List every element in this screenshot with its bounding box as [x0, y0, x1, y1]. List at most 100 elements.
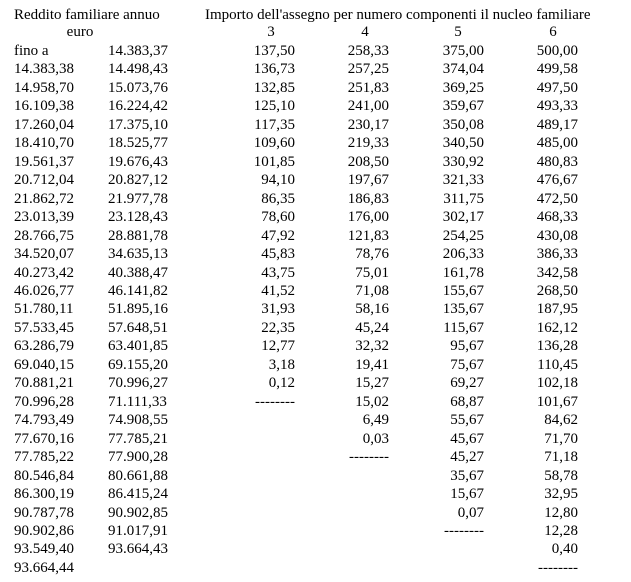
income-from: 19.561,37 [14, 153, 74, 170]
amount-cell: 374,04 [442, 61, 484, 78]
income-to: 21.977,78 [108, 190, 168, 207]
income-from: 77.670,16 [14, 430, 74, 447]
income-to: 77.900,28 [108, 449, 168, 466]
amount-cell: 137,50 [253, 43, 295, 59]
amount-cell: 302,17 [442, 209, 484, 226]
income-from: 28.766,75 [14, 227, 74, 244]
amount-cell: 71,18 [544, 449, 578, 466]
amount-cell: 472,50 [536, 190, 578, 207]
amount-cell: 155,67 [442, 282, 484, 299]
amount-cell: -------- [349, 449, 389, 466]
amount-cell: 75,67 [450, 356, 484, 373]
income-unit: euro [66, 24, 94, 40]
amount-cell: -------- [255, 393, 295, 410]
income-to: 63.401,85 [108, 338, 168, 355]
amount-cell: 47,92 [261, 227, 295, 244]
income-to: 46.141,82 [108, 282, 168, 299]
amount-cell: 0,12 [268, 375, 295, 392]
amount-cell: 109,60 [253, 135, 295, 152]
amount-cell: 12,77 [261, 338, 295, 355]
amount-cell: 330,92 [442, 153, 484, 170]
income-to: 34.635,13 [108, 246, 168, 263]
amount-cell: 206,33 [442, 246, 484, 263]
income-to: 18.525,77 [108, 135, 168, 152]
amount-cell: 22,35 [261, 319, 295, 336]
amount-cell: 32,95 [544, 486, 578, 503]
amount-cell: 86,35 [261, 190, 295, 207]
amount-cell: 375,00 [442, 43, 484, 59]
amount-cell: 500,00 [536, 43, 578, 59]
income-to: 14.383,37 [108, 43, 168, 59]
amount-cell: 476,67 [536, 172, 578, 189]
amount-cell: 430,08 [536, 227, 578, 244]
amount-cell: 32,32 [355, 338, 389, 355]
income-from: 93.664,44 [14, 559, 74, 576]
amount-cell: 75,01 [355, 264, 389, 281]
amount-cell: 208,50 [347, 153, 389, 170]
income-from: 14.383,38 [14, 61, 74, 78]
income-from: 63.286,79 [14, 338, 74, 355]
amount-cell: 497,50 [536, 79, 578, 96]
income-to: 40.388,47 [108, 264, 168, 281]
amount-cell: 12,80 [544, 504, 578, 521]
income-to: 74.908,55 [108, 412, 168, 429]
income-from: 80.546,84 [14, 467, 74, 484]
amount-cell: -------- [538, 559, 578, 576]
amount-cell: 257,25 [347, 61, 389, 78]
amount-cell: 489,17 [536, 116, 578, 133]
amount-cell: 101,85 [253, 153, 295, 170]
income-from: 86.300,19 [14, 486, 74, 503]
amount-cell: 0,03 [362, 430, 389, 447]
amount-cell: 251,83 [347, 79, 389, 96]
amount-cell: -------- [444, 522, 484, 539]
income-to: 69.155,20 [108, 356, 168, 373]
amount-cell: 342,58 [536, 264, 578, 281]
amount-cell: 94,10 [261, 172, 295, 189]
amount-cell: 55,67 [450, 412, 484, 429]
amount-cell: 3,18 [268, 356, 295, 373]
amount-cell: 15,67 [450, 486, 484, 503]
income-to: 71.111,33 [108, 393, 167, 410]
income-from: 90.902,86 [14, 522, 74, 539]
income-from: 17.260,04 [14, 116, 74, 133]
amount-cell: 43,75 [261, 264, 295, 281]
income-to: 23.128,43 [108, 209, 168, 226]
amount-cell: 95,67 [450, 338, 484, 355]
amount-cell: 369,25 [442, 79, 484, 96]
income-to: 70.996,27 [108, 375, 168, 392]
income-from: 90.787,78 [14, 504, 74, 521]
amount-cell: 101,67 [536, 393, 578, 410]
amount-cell: 45,67 [450, 430, 484, 447]
column-header: 5 [454, 24, 462, 40]
amount-cell: 311,75 [443, 190, 484, 207]
amount-cell: 58,16 [355, 301, 389, 318]
amount-title: Importo dell'assegno per numero componen… [205, 7, 591, 23]
amount-cell: 12,28 [544, 522, 578, 539]
amount-cell: 115,67 [443, 319, 484, 336]
amount-cell: 102,18 [536, 375, 578, 392]
amount-cell: 499,58 [536, 61, 578, 78]
income-to: 20.827,12 [108, 172, 168, 189]
income-from: 46.026,77 [14, 282, 74, 299]
income-to: 93.664,43 [108, 541, 168, 558]
amount-cell: 15,02 [355, 393, 389, 410]
income-from: 57.533,45 [14, 319, 74, 336]
amount-cell: 121,83 [347, 227, 389, 244]
income-from: 70.881,21 [14, 375, 74, 392]
income-from: 14.958,70 [14, 79, 74, 96]
amount-cell: 136,73 [253, 61, 295, 78]
amount-cell: 468,33 [536, 209, 578, 226]
income-title: Reddito familiare annuo [14, 7, 160, 23]
amount-cell: 45,27 [450, 449, 484, 466]
amount-cell: 161,78 [442, 264, 484, 281]
amount-cell: 187,95 [536, 301, 578, 318]
amount-cell: 6,49 [362, 412, 389, 429]
amount-cell: 19,41 [355, 356, 389, 373]
amount-cell: 69,27 [450, 375, 484, 392]
amount-cell: 197,67 [347, 172, 389, 189]
income-to: 28.881,78 [108, 227, 168, 244]
income-from: 21.862,72 [14, 190, 74, 207]
amount-cell: 386,33 [536, 246, 578, 263]
income-to: 51.895,16 [108, 301, 168, 318]
income-from: 69.040,15 [14, 356, 74, 373]
